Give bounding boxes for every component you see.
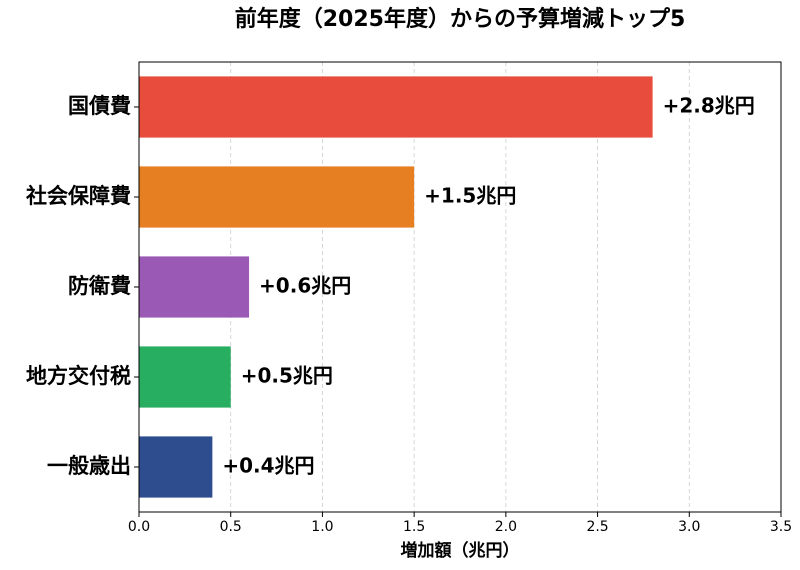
value-label: +0.4兆円 (222, 454, 314, 478)
y-tick-label: 社会保障費 (25, 184, 131, 208)
y-tick-label: 防衛費 (68, 274, 131, 298)
chart-title: 前年度（2025年度）からの予算増減トップ5 (235, 6, 686, 32)
plot-frame (138, 61, 782, 513)
y-tick-label: 一般歳出 (47, 454, 131, 478)
x-tick-label: 1.0 (311, 519, 333, 535)
value-label: +1.5兆円 (424, 184, 516, 208)
bar (139, 346, 231, 408)
y-tick-label: 国債費 (68, 94, 131, 118)
bar (139, 256, 250, 318)
bar (139, 436, 213, 498)
x-tick-label: 2.5 (586, 519, 608, 535)
value-label: +2.8兆円 (663, 94, 755, 118)
x-tick-label: 0.5 (220, 519, 242, 535)
bar (139, 76, 653, 138)
bar (139, 166, 415, 228)
x-tick-label: 3.5 (770, 519, 792, 535)
value-label: +0.5兆円 (241, 364, 333, 388)
x-tick-label: 3.0 (678, 519, 700, 535)
x-tick-label: 1.5 (403, 519, 425, 535)
value-label: +0.6兆円 (259, 274, 351, 298)
y-tick-label: 地方交付税 (26, 364, 131, 388)
x-axis-label: 増加額（兆円） (401, 540, 520, 561)
x-tick-label: 0.0 (128, 519, 150, 535)
x-tick-label: 2.0 (495, 519, 517, 535)
